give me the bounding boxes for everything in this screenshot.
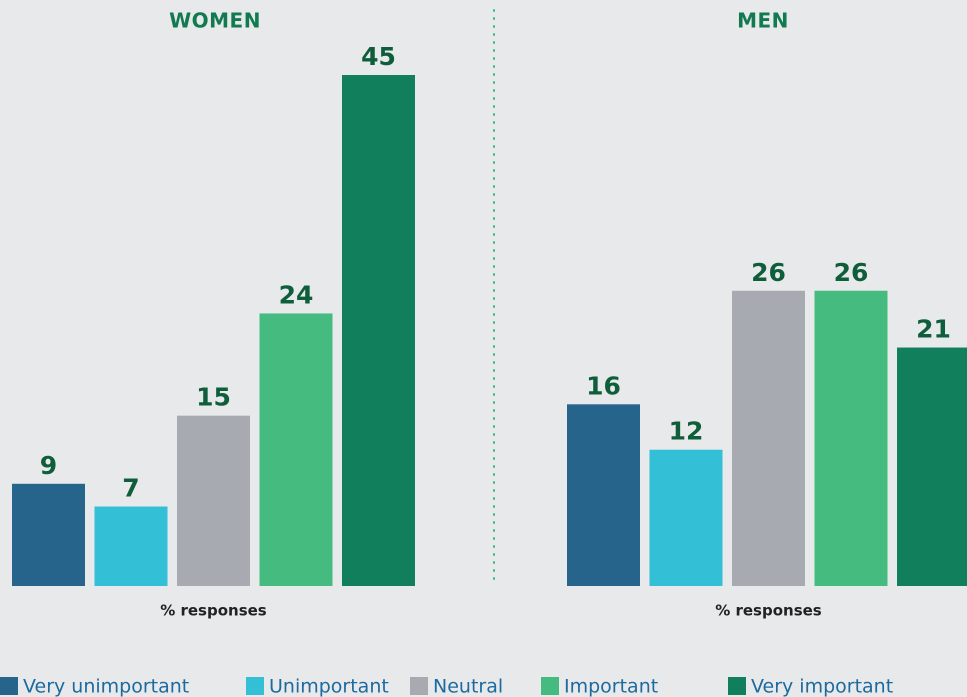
legend-label: Important xyxy=(564,676,658,697)
legend-label: Very unimportant xyxy=(23,676,189,697)
value-label: 45 xyxy=(361,42,396,71)
bar xyxy=(567,404,640,586)
legend-label: Unimportant xyxy=(269,676,389,697)
legend-label: Neutral xyxy=(433,676,503,697)
value-label: 24 xyxy=(279,280,314,309)
value-label: 15 xyxy=(196,383,231,412)
bar xyxy=(12,483,85,586)
value-label: 26 xyxy=(751,258,786,287)
bar xyxy=(342,75,415,586)
value-label: 16 xyxy=(586,371,621,400)
value-label: 26 xyxy=(834,258,869,287)
legend-swatch xyxy=(410,677,428,695)
bar xyxy=(814,290,888,586)
panel-title: WOMEN xyxy=(169,9,261,33)
x-axis-label: % responses xyxy=(715,602,822,620)
legend-swatch xyxy=(246,677,264,695)
value-label: 12 xyxy=(669,417,704,446)
bar xyxy=(649,449,723,586)
legend-swatch xyxy=(728,677,746,695)
bar xyxy=(259,313,333,586)
bar xyxy=(732,290,805,586)
legend-swatch xyxy=(0,677,18,695)
bar xyxy=(897,347,967,586)
legend-swatch xyxy=(541,677,559,695)
bar xyxy=(94,506,168,586)
value-label: 9 xyxy=(40,451,57,480)
value-label: 7 xyxy=(122,474,139,503)
bar xyxy=(177,415,250,586)
panel-title: MEN xyxy=(737,9,789,33)
legend-label: Very important xyxy=(751,676,893,697)
x-axis-label: % responses xyxy=(160,602,267,620)
value-label: 21 xyxy=(916,315,951,344)
